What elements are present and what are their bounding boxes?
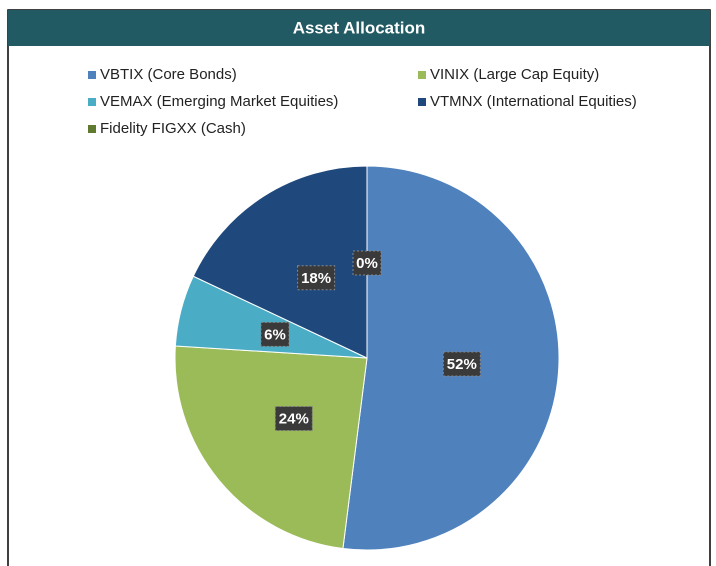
data-label: 24%	[279, 411, 309, 428]
legend-swatch	[418, 71, 426, 79]
data-label-box	[260, 321, 290, 347]
data-label-box	[352, 250, 382, 276]
title-bar	[8, 10, 710, 46]
legend-swatch	[88, 71, 96, 79]
legend-swatch	[418, 98, 426, 106]
pie-slice	[192, 165, 368, 359]
legend-swatch	[88, 98, 96, 106]
legend-label: Fidelity FIGXX (Cash)	[100, 120, 246, 137]
data-label: 52%	[447, 356, 477, 373]
legend-label: VBTIX (Core Bonds)	[100, 66, 237, 83]
data-label: 0%	[356, 255, 378, 272]
data-label-box	[274, 406, 313, 432]
legend-label: VTMNX (International Equities)	[430, 93, 637, 110]
chart-title: Asset Allocation	[293, 18, 426, 37]
pie-slice	[174, 345, 368, 550]
data-label: 6%	[264, 326, 286, 343]
legend-label: VINIX (Large Cap Equity)	[430, 66, 599, 83]
data-label: 18%	[301, 270, 331, 287]
data-label-box	[297, 265, 336, 291]
legend-swatch	[88, 125, 96, 133]
data-label-box	[442, 351, 481, 377]
legend-label: VEMAX (Emerging Market Equities)	[100, 93, 338, 110]
